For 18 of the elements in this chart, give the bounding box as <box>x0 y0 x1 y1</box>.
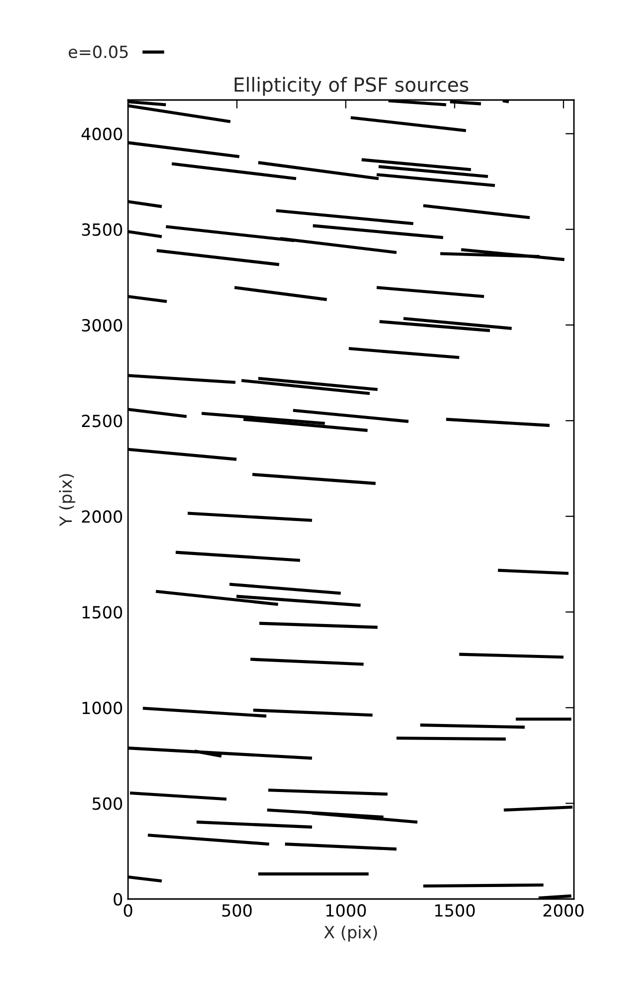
y-tick-label: 500 <box>92 797 122 810</box>
y-axis-title: Y (pix) <box>59 474 76 526</box>
x-tick-label: 1500 <box>435 904 475 917</box>
y-tick-label: 2000 <box>82 510 122 523</box>
y-tick-label: 1500 <box>82 606 122 619</box>
y-tick-label: 3500 <box>82 223 122 236</box>
x-tick-label: 0 <box>124 904 132 917</box>
y-tick-label: 2500 <box>82 414 122 428</box>
x-tick-label: 500 <box>222 904 252 917</box>
y-tick-label: 3000 <box>82 318 122 332</box>
x-tick-label: 1000 <box>326 904 366 917</box>
x-axis-title: X (pix) <box>324 926 377 942</box>
y-tick-label: 4000 <box>82 128 122 140</box>
legend-label: e=0.05 <box>68 46 128 58</box>
y-tick-label: 1000 <box>82 702 122 714</box>
chart-title: Ellipticity of PSF sources <box>234 76 468 96</box>
x-tick-label: 2000 <box>544 904 584 917</box>
y-tick-label: 0 <box>114 892 122 906</box>
